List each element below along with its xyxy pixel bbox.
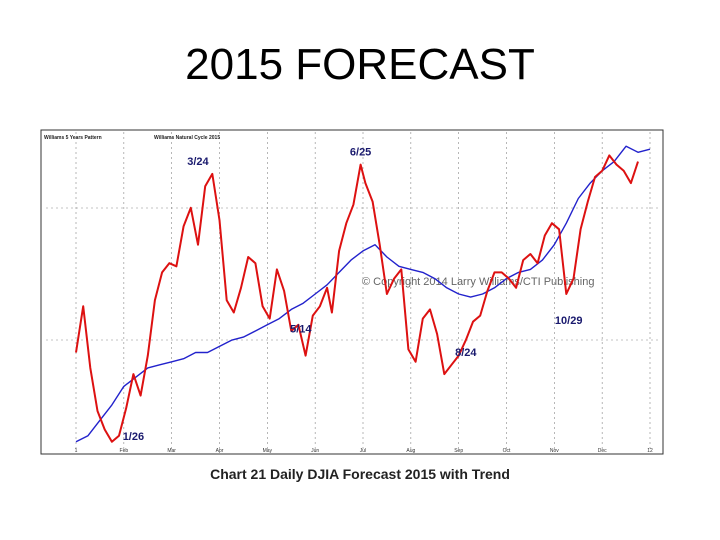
x-tick-label: May — [263, 448, 273, 454]
legend: Williams 5 Years Pattern Williams Natural… — [44, 135, 220, 141]
x-tick-label: Aug — [406, 448, 415, 454]
x-tick-label: Apr — [216, 448, 224, 454]
legend-entry: Williams 5 Years Pattern — [44, 135, 102, 141]
x-tick-label: Nov — [550, 448, 559, 454]
annotation-label: 10/29 — [555, 315, 583, 327]
annotation-label: 5/14 — [290, 323, 312, 335]
chart-frame — [40, 129, 664, 455]
annotation-label: 8/24 — [455, 347, 477, 359]
grid — [46, 132, 660, 452]
annotations: 3/24 6/25 1/26 5/14 8/24 10/29 — [123, 147, 583, 443]
x-tick-label: Jun — [311, 448, 319, 454]
series-line-natural-cycle — [75, 154, 639, 443]
series-layer — [75, 145, 651, 443]
x-tick-label: Mar — [167, 448, 176, 454]
watermark: © Copyright 2014 Larry Williams/CTI Publ… — [362, 276, 594, 288]
legend-entry: Williams Natural Cycle 2015 — [154, 135, 220, 141]
x-tick-label: Sep — [454, 448, 463, 454]
x-tick-label: Dec — [598, 448, 607, 454]
x-tick-label: Jul — [360, 448, 366, 454]
chart-caption: Chart 21 Daily DJIA Forecast 2015 with T… — [210, 466, 510, 482]
x-tick-label: 1 — [75, 448, 78, 454]
series-line-5-year-pattern — [75, 145, 651, 443]
annotation-label: 1/26 — [123, 431, 144, 443]
x-tick-label: 12 — [647, 448, 653, 454]
x-tick-label: Oct — [503, 448, 511, 454]
annotation-label: 3/24 — [187, 156, 209, 168]
slide-title: 2015 FORECAST — [185, 40, 535, 89]
annotation-label: 6/25 — [350, 147, 371, 159]
x-tick-label: Feb — [120, 448, 129, 454]
x-tick-labels: 1 Feb Mar Apr May Jun Jul Aug Sep Oct Nov Dec 12 — [75, 448, 653, 454]
